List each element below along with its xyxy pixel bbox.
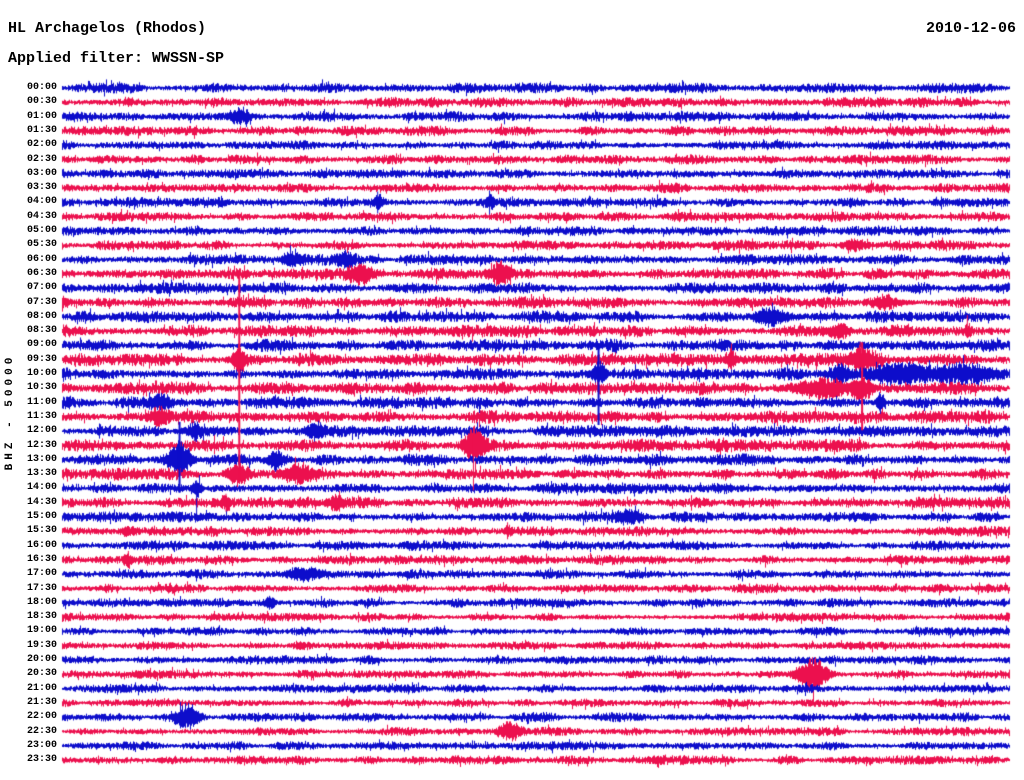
trace-time-label: 00:30 xyxy=(26,96,57,108)
trace-time-label: 18:30 xyxy=(26,611,57,623)
trace-time-label: 08:30 xyxy=(26,325,57,337)
trace-time-label: 05:00 xyxy=(26,225,57,236)
applied-filter-label: Applied filter: WWSSN-SP xyxy=(8,50,225,67)
trace-time-label: 00:00 xyxy=(26,82,57,93)
trace-time-label: 21:00 xyxy=(26,682,57,694)
trace-time-label: 05:30 xyxy=(26,239,57,251)
trace-time-label: 17:00 xyxy=(26,568,57,580)
trace-time-label: 07:00 xyxy=(26,282,57,294)
trace-time-label: 09:00 xyxy=(26,339,57,351)
trace-time-label: 23:00 xyxy=(26,739,57,751)
trace-time-label: 16:30 xyxy=(26,553,57,565)
trace-time-label: 03:30 xyxy=(26,182,57,194)
trace-time-label: 19:00 xyxy=(26,625,57,637)
trace-time-label: 15:30 xyxy=(26,525,57,537)
trace-time-label: 06:30 xyxy=(26,267,57,279)
trace-time-label: 02:00 xyxy=(26,139,57,151)
trace-time-label: 13:00 xyxy=(26,453,57,465)
trace-time-label: 08:00 xyxy=(26,310,57,322)
trace-time-label: 15:00 xyxy=(26,511,57,522)
trace-time-label: 14:00 xyxy=(26,482,57,494)
trace-time-label: 14:30 xyxy=(26,496,57,508)
trace-time-label: 06:00 xyxy=(26,253,57,265)
station-title: HL Archagelos (Rhodos) xyxy=(8,20,207,37)
trace-time-label: 22:30 xyxy=(26,725,57,737)
trace-time-label: 12:30 xyxy=(26,439,57,451)
trace-time-label: 20:30 xyxy=(26,668,57,680)
trace-time-label: 11:30 xyxy=(26,410,57,422)
channel-scale-axis-label: BHZ - 50000 xyxy=(4,353,16,471)
trace-time-label: 04:00 xyxy=(26,196,57,208)
trace-time-label: 09:30 xyxy=(26,353,57,365)
trace-time-label: 20:00 xyxy=(26,654,57,665)
trace-time-label: 23:30 xyxy=(26,754,57,766)
trace-time-label: 02:30 xyxy=(26,153,57,165)
trace-time-label: 18:00 xyxy=(26,596,57,608)
trace-time-label: 01:00 xyxy=(26,110,57,122)
trace-time-label: 22:00 xyxy=(26,711,57,723)
trace-time-label: 21:30 xyxy=(26,696,57,708)
plot-date: 2010-12-06 xyxy=(925,20,1016,37)
trace-time-label: 12:00 xyxy=(26,425,57,437)
trace-time-label: 17:30 xyxy=(26,582,57,594)
trace-time-label: 16:00 xyxy=(26,539,57,551)
trace-time-label: 10:00 xyxy=(26,368,57,379)
trace-time-label: 10:30 xyxy=(26,382,57,394)
trace-time-label: 13:30 xyxy=(26,468,57,480)
trace-time-label: 11:00 xyxy=(26,396,57,408)
trace-time-label: 07:30 xyxy=(26,296,57,308)
trace-time-label: 19:30 xyxy=(26,639,57,651)
trace-time-label: 01:30 xyxy=(26,124,57,136)
trace-time-label: 03:00 xyxy=(26,167,57,179)
trace-time-label: 04:30 xyxy=(26,210,57,222)
